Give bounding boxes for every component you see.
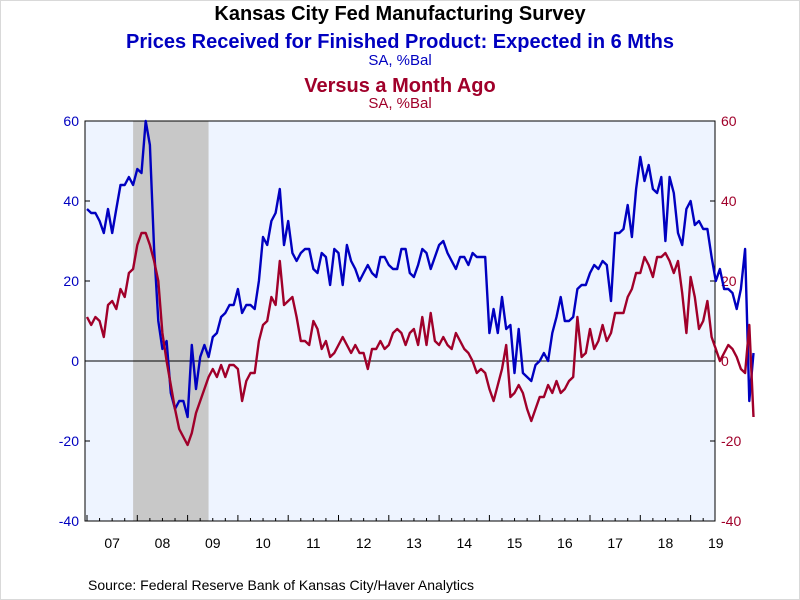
y-right-tick-label: 40 [721, 193, 737, 209]
series1-unit: SA, %Bal [368, 52, 432, 69]
y-right-tick-label: 0 [721, 353, 729, 369]
x-tick-label: 16 [557, 535, 573, 551]
y-left-tick-label: 0 [71, 353, 79, 369]
x-tick-label: 11 [306, 535, 321, 551]
x-tick-label: 15 [507, 535, 523, 551]
source-note: Source: Federal Reserve Bank of Kansas C… [88, 577, 474, 593]
x-tick-label: 14 [456, 535, 472, 551]
y-left-tick-label: -20 [59, 433, 79, 449]
y-left-tick-label: 40 [63, 193, 79, 209]
x-tick-label: 10 [255, 535, 271, 551]
x-tick-label: 12 [356, 535, 372, 551]
chart-title: Kansas City Fed Manufacturing Survey [214, 3, 586, 25]
y-right-tick-label: 60 [721, 113, 737, 129]
y-right-tick-label: -40 [721, 513, 741, 529]
y-left-tick-label: 60 [63, 113, 79, 129]
x-tick-label: 08 [155, 535, 171, 551]
x-tick-label: 09 [205, 535, 221, 551]
y-left-tick-label: 20 [63, 273, 79, 289]
x-tick-label: 13 [406, 535, 422, 551]
series1-title: Prices Received for Finished Product: Ex… [126, 31, 674, 53]
y-right-tick-label: -20 [721, 433, 741, 449]
series1-line [86, 119, 755, 419]
series2-line [85, 231, 755, 447]
x-tick-label: 07 [104, 535, 120, 551]
recession-band [133, 121, 209, 521]
x-tick-label: 17 [607, 535, 623, 551]
x-tick-label: 18 [658, 535, 674, 551]
plot-border [84, 120, 716, 522]
series2-unit: SA, %Bal [368, 95, 432, 112]
y-left-tick-label: -40 [59, 513, 79, 529]
x-tick-label: 19 [708, 535, 724, 551]
series2-title: Versus a Month Ago [304, 75, 496, 97]
y-right-tick-label: 20 [721, 273, 737, 289]
